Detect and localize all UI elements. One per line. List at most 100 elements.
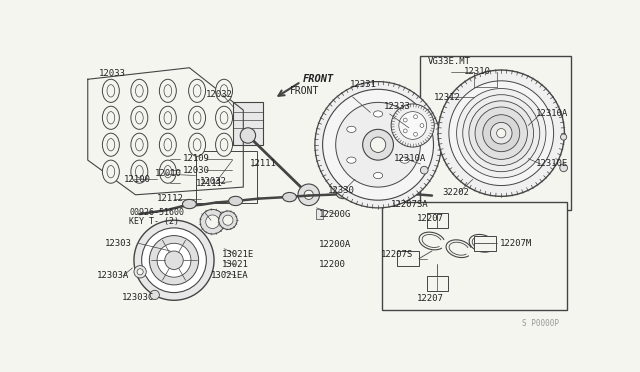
Text: 12207: 12207 [417,294,444,303]
Ellipse shape [373,173,383,179]
Circle shape [449,81,554,186]
Circle shape [363,129,394,160]
Circle shape [141,228,206,293]
Ellipse shape [228,196,243,206]
Ellipse shape [136,112,143,124]
Ellipse shape [102,133,119,156]
Text: 12207M: 12207M [500,239,532,248]
Ellipse shape [193,85,201,97]
Circle shape [483,115,520,152]
Bar [196,151,257,203]
Ellipse shape [159,106,176,129]
Text: 12303A: 12303A [97,271,129,280]
Circle shape [223,215,233,225]
Circle shape [413,115,417,119]
Text: 12112: 12112 [157,194,184,203]
Text: 32202: 32202 [442,188,469,197]
Text: 12207S: 12207S [380,250,413,259]
Ellipse shape [216,106,232,129]
Text: 00926-51600: 00926-51600 [129,208,184,217]
Text: 12310A: 12310A [536,109,568,118]
Circle shape [134,266,147,278]
Text: 12033: 12033 [99,70,125,78]
Text: 12111: 12111 [196,179,223,188]
Circle shape [149,235,198,285]
Bar [397,251,419,266]
Text: 13021E: 13021E [221,250,254,259]
Text: 12331: 12331 [349,80,376,89]
Circle shape [336,102,420,187]
Text: VG33E.MT: VG33E.MT [428,57,471,66]
Ellipse shape [102,79,119,102]
Text: 12310: 12310 [463,67,490,76]
Ellipse shape [136,139,143,151]
Circle shape [157,243,191,277]
Ellipse shape [220,139,228,151]
Circle shape [469,101,534,166]
Text: 13021: 13021 [221,260,248,269]
Text: 12303: 12303 [105,239,132,248]
Ellipse shape [131,133,148,156]
Text: 12200G: 12200G [319,209,351,218]
Circle shape [137,269,143,275]
Ellipse shape [107,112,115,124]
Circle shape [240,128,255,143]
Text: 12200: 12200 [319,260,346,269]
Ellipse shape [347,126,356,132]
Circle shape [561,134,566,140]
Text: FRONT: FRONT [303,74,334,84]
Bar [232,102,263,145]
Circle shape [371,137,386,153]
Bar [316,209,323,219]
Circle shape [304,190,314,199]
Text: 12207SA: 12207SA [391,200,429,209]
Circle shape [134,220,214,300]
Ellipse shape [283,192,296,202]
Circle shape [200,209,225,234]
Ellipse shape [164,166,172,178]
Text: 12333: 12333 [383,102,410,111]
Circle shape [399,112,427,140]
Ellipse shape [131,79,148,102]
Bar [382,202,566,310]
Text: 13021EA: 13021EA [211,271,248,280]
Ellipse shape [136,85,143,97]
Text: 12200A: 12200A [319,240,351,249]
Text: 12030: 12030 [182,166,209,174]
Ellipse shape [182,199,196,209]
Bar [427,276,448,291]
Text: FRONT: FRONT [289,86,319,96]
Ellipse shape [159,160,176,183]
Ellipse shape [159,79,176,102]
Ellipse shape [107,85,115,97]
Text: S P0000P: S P0000P [522,319,559,328]
Ellipse shape [189,133,205,156]
Circle shape [219,211,237,230]
Ellipse shape [193,139,201,151]
Circle shape [456,89,546,178]
Text: 12111: 12111 [250,160,276,169]
Ellipse shape [159,133,176,156]
Circle shape [164,251,183,269]
Ellipse shape [102,106,119,129]
Ellipse shape [107,166,115,178]
Ellipse shape [216,79,232,102]
Circle shape [490,122,512,144]
Ellipse shape [373,111,383,117]
Ellipse shape [107,139,115,151]
Circle shape [463,95,540,172]
Ellipse shape [216,133,232,156]
Circle shape [403,129,407,133]
Text: 12310E: 12310E [536,160,568,169]
Bar [420,56,570,210]
Text: 12207: 12207 [417,214,444,223]
Bar [474,235,496,251]
Circle shape [323,89,433,200]
Ellipse shape [131,160,148,183]
Ellipse shape [189,79,205,102]
Ellipse shape [242,132,254,139]
Ellipse shape [164,85,172,97]
Text: 12312: 12312 [435,93,461,102]
Circle shape [420,124,424,128]
Ellipse shape [164,139,172,151]
